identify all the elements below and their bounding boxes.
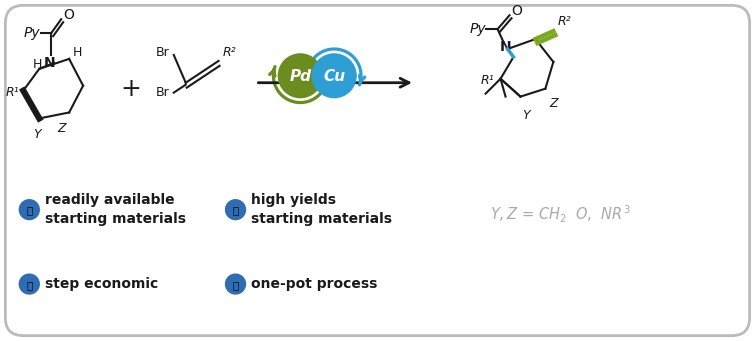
Text: Br: Br	[156, 86, 170, 99]
Text: 👍: 👍	[233, 206, 239, 216]
Text: O: O	[511, 4, 522, 18]
Text: 👍: 👍	[26, 280, 32, 290]
FancyBboxPatch shape	[5, 5, 750, 336]
Text: Cu: Cu	[323, 69, 345, 84]
Text: one-pot process: one-pot process	[251, 277, 378, 291]
Text: Pd: Pd	[289, 69, 311, 84]
Text: $\it{Y, Z}$ = $\mathit{CH_2}$  $\it{O}$,  $\mathit{NR^3}$: $\it{Y, Z}$ = $\mathit{CH_2}$ $\it{O}$, …	[489, 204, 630, 225]
Text: Br: Br	[156, 46, 170, 59]
Text: Y: Y	[522, 108, 530, 121]
Text: high yields
starting materials: high yields starting materials	[251, 193, 393, 226]
Text: step economic: step economic	[45, 277, 159, 291]
Text: O: O	[63, 8, 74, 22]
Circle shape	[226, 200, 245, 220]
Text: Y: Y	[33, 128, 41, 142]
Text: 👍: 👍	[26, 206, 32, 216]
Circle shape	[20, 274, 39, 294]
Text: R²: R²	[557, 15, 571, 28]
Text: R¹: R¹	[481, 74, 495, 87]
Text: readily available
starting materials: readily available starting materials	[45, 193, 186, 226]
Text: +: +	[121, 77, 141, 101]
Circle shape	[279, 54, 322, 98]
Circle shape	[226, 274, 245, 294]
Text: R¹: R¹	[5, 86, 19, 99]
Text: Py: Py	[470, 22, 486, 36]
Text: N: N	[45, 56, 56, 70]
Text: 👍: 👍	[233, 280, 239, 290]
Text: Z: Z	[57, 122, 66, 135]
Text: R²: R²	[223, 46, 236, 59]
Circle shape	[20, 200, 39, 220]
Text: Py: Py	[23, 26, 40, 40]
Text: H: H	[73, 46, 82, 59]
Text: N: N	[500, 40, 511, 54]
Circle shape	[313, 54, 356, 98]
Text: Z: Z	[550, 97, 558, 109]
Text: H: H	[32, 58, 42, 71]
